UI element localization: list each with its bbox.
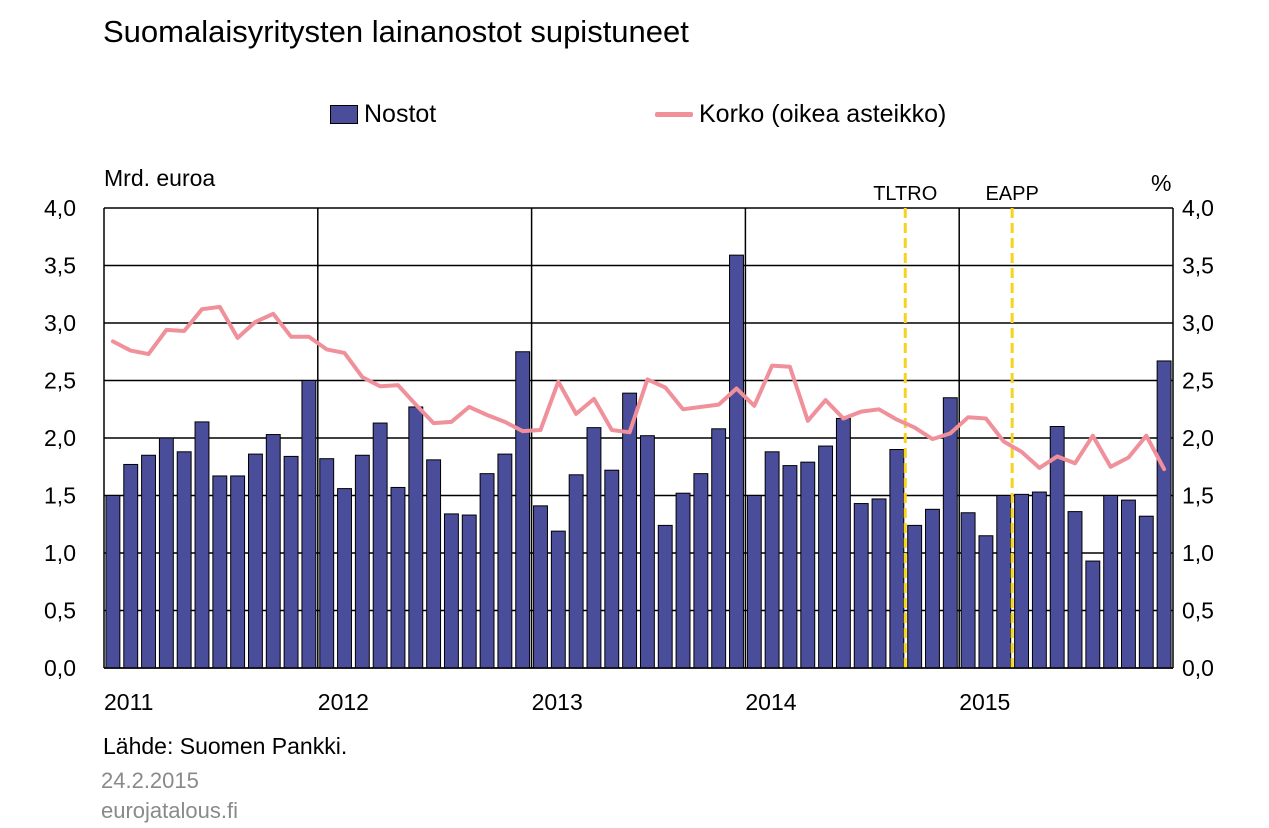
x-tick-label-year: 2012	[318, 689, 369, 715]
legend-bar-swatch	[330, 105, 358, 124]
bar-nostot	[212, 475, 228, 669]
bar-nostot	[604, 469, 620, 669]
bar-nostot	[942, 397, 958, 669]
bar-nostot	[426, 459, 442, 669]
site-name: eurojatalous.fi	[101, 798, 238, 823]
bar-nostot	[853, 503, 869, 669]
bar-nostot	[871, 498, 887, 669]
y-tick-label-left: 2,0	[44, 425, 76, 451]
bar-nostot	[1121, 499, 1136, 669]
legend-label-korko: Korko (oikea asteikko)	[699, 100, 947, 128]
bar-nostot	[176, 451, 192, 669]
bar-nostot	[515, 351, 531, 669]
line-korko	[110, 304, 1167, 472]
bar-nostot	[568, 474, 584, 669]
annotation-label: EAPP	[985, 183, 1038, 205]
bar-nostot	[158, 437, 174, 669]
bar-nostot	[657, 524, 673, 669]
bar-nostot	[497, 453, 513, 669]
y-tick-label-right: 1,5	[1182, 483, 1214, 509]
bar-nostot	[1156, 360, 1172, 669]
y-tick-label-right: 3,5	[1182, 253, 1214, 279]
y-tick-label-right: 2,0	[1182, 425, 1214, 451]
bar-nostot	[889, 449, 905, 669]
bar-nostot	[729, 254, 744, 669]
bar-nostot	[693, 473, 709, 669]
bar-nostot	[818, 445, 834, 669]
bar-nostot	[711, 428, 727, 669]
x-tick-label-year: 2013	[532, 689, 583, 715]
y-tick-label-right: 0,0	[1182, 655, 1214, 681]
bar-nostot	[390, 486, 406, 669]
bar-nostot	[1103, 495, 1119, 669]
y-tick-label-left: 0,5	[44, 598, 76, 624]
bar-nostot	[354, 454, 370, 669]
bar-nostot	[960, 512, 976, 669]
bar-nostot	[408, 406, 424, 669]
bar-nostot	[283, 455, 299, 669]
bar-nostot	[907, 524, 923, 669]
bar-nostot	[461, 514, 477, 669]
x-tick-label-year: 2015	[959, 689, 1010, 715]
y-tick-label-right: 0,5	[1182, 598, 1214, 624]
y-tick-label-right: 3,0	[1182, 310, 1214, 336]
legend-label-nostot: Nostot	[364, 100, 437, 128]
bar-nostot	[105, 495, 121, 669]
y-tick-label-right: 4,0	[1182, 195, 1214, 221]
bar-nostot	[265, 434, 281, 669]
bar-nostot	[141, 454, 156, 669]
bar-nostot	[1014, 493, 1030, 669]
y-tick-label-left: 4,0	[44, 195, 76, 221]
bar-nostot	[675, 492, 691, 669]
bar-nostot	[782, 465, 798, 669]
bar-nostot	[550, 530, 566, 669]
annotation-label: TLTRO	[873, 183, 937, 205]
publish-date: 24.2.2015	[101, 768, 199, 793]
right-axis-unit: %	[1151, 170, 1172, 196]
bar-nostot	[372, 422, 388, 669]
bar-nostot	[622, 392, 638, 669]
bar-nostot	[533, 505, 548, 669]
bar-nostot	[996, 495, 1012, 669]
legend-item-nostot: Nostot	[330, 100, 436, 129]
bar-nostot	[1138, 515, 1154, 669]
bar-nostot	[247, 453, 263, 669]
bar-nostot	[586, 427, 602, 669]
y-tick-label-right: 1,0	[1182, 540, 1214, 566]
legend-item-korko: Korko (oikea asteikko)	[655, 100, 946, 129]
chart-title: Suomalaisyritysten lainanostot supistune…	[103, 14, 689, 49]
left-axis-unit: Mrd. euroa	[104, 165, 216, 191]
bar-nostot	[194, 421, 210, 669]
bar-nostot	[978, 535, 994, 669]
y-tick-label-left: 2,5	[44, 368, 76, 394]
y-tick-label-left: 1,0	[44, 540, 76, 566]
bar-nostot	[746, 495, 762, 669]
bar-nostot	[639, 435, 655, 669]
bar-nostot	[230, 475, 246, 669]
bar-nostot	[1085, 560, 1101, 669]
x-tick-label-year: 2014	[745, 689, 796, 715]
bar-nostot	[319, 458, 335, 669]
bar-nostot	[301, 380, 317, 669]
x-tick-label-year: 2011	[104, 689, 153, 715]
bar-nostot	[337, 488, 352, 669]
bar-nostot	[479, 473, 495, 669]
y-tick-label-right: 2,5	[1182, 368, 1214, 394]
bar-nostot	[764, 451, 780, 669]
bar-nostot	[800, 461, 816, 669]
y-tick-label-left: 0,0	[44, 655, 76, 681]
bar-nostot	[1067, 511, 1083, 669]
y-tick-label-left: 3,5	[44, 253, 76, 279]
legend-line-swatch	[655, 112, 693, 117]
y-tick-label-left: 1,5	[44, 483, 76, 509]
bar-nostot	[925, 508, 940, 669]
bar-nostot	[123, 463, 139, 669]
source-note: Lähde: Suomen Pankki.	[103, 733, 348, 759]
y-tick-label-left: 3,0	[44, 310, 76, 336]
bar-nostot	[1049, 426, 1065, 669]
bar-nostot	[835, 417, 851, 669]
bar-nostot	[443, 513, 459, 669]
bar-nostot	[1031, 491, 1047, 669]
